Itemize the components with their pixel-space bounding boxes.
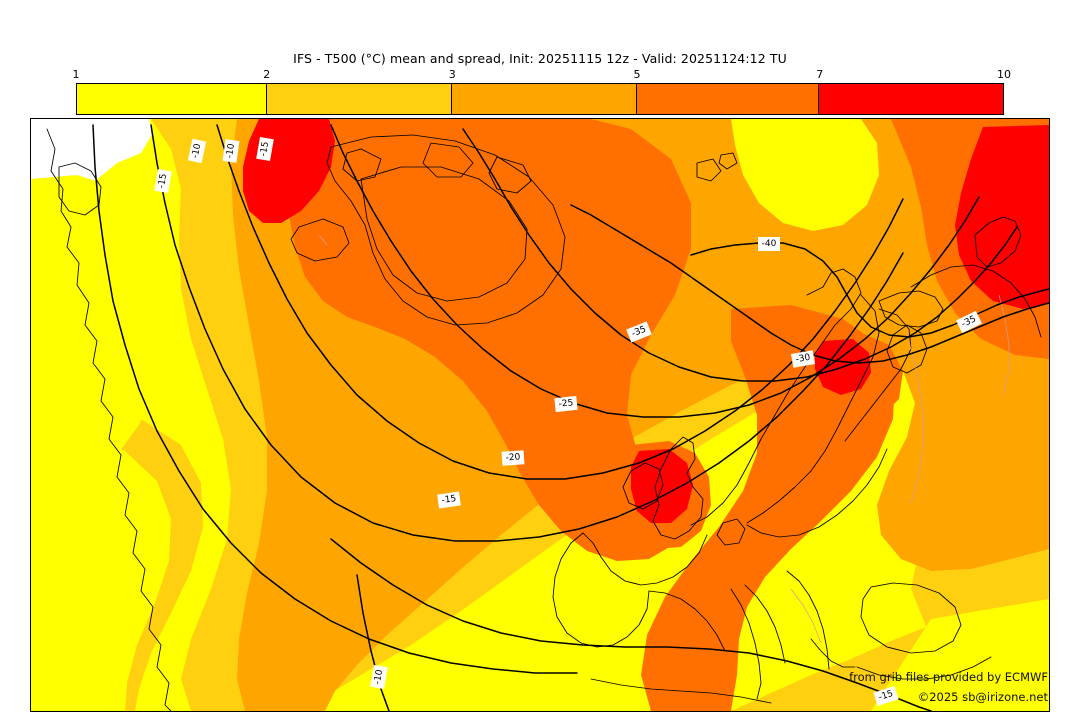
contour-label--35-east: -35 xyxy=(956,310,982,334)
colorbar-bands xyxy=(76,83,1004,115)
coast-franz-josef xyxy=(718,152,738,170)
colorbar-tick-labels: 1 2 3 5 7 10 xyxy=(72,68,1012,84)
colorbar-band-5-7 xyxy=(636,84,820,114)
contour-label--10-north-b: -10 xyxy=(222,139,240,163)
coast-black-sea xyxy=(860,582,962,654)
contour-label--15-southeast: -15 xyxy=(873,685,899,707)
coast-greenland-inner xyxy=(360,166,528,302)
coast-north-africa xyxy=(590,678,772,704)
contour-layer xyxy=(92,124,1049,711)
colorbar-tick-3: 5 xyxy=(633,68,641,81)
coast-great-britain xyxy=(652,436,704,540)
credit-source: from grib files provided by ECMWF xyxy=(849,670,1048,684)
contour--20 xyxy=(216,124,904,480)
shade-band-1-2-northwest xyxy=(31,175,177,479)
coast-white-sea xyxy=(886,324,928,374)
svg-text:-25: -25 xyxy=(558,398,574,409)
coast-arctic-isles xyxy=(488,156,532,194)
contour-label--15-north-a: -15 xyxy=(154,168,172,194)
coast-novaya-zemlya xyxy=(974,216,1022,268)
coast-greece xyxy=(810,638,856,668)
border-russia-scandinavia xyxy=(906,332,924,504)
coast-france-med xyxy=(648,590,726,652)
contour-label--15-central: -15 xyxy=(437,491,461,509)
contour--30 xyxy=(462,128,1018,382)
svg-text:-15: -15 xyxy=(157,173,169,189)
contour-label--20: -20 xyxy=(501,450,525,466)
colorbar-tick-5: 10 xyxy=(997,68,1011,81)
coast-russia-north xyxy=(910,264,1042,338)
colorbar-tick-4: 7 xyxy=(816,68,824,81)
coast-balkans xyxy=(786,570,830,670)
svg-text:-10: -10 xyxy=(225,143,237,159)
svg-text:-15: -15 xyxy=(877,689,894,703)
coast-canada xyxy=(46,128,172,711)
colorbar-band-7-10 xyxy=(819,84,1003,114)
coast-iceland xyxy=(290,218,350,262)
coast-svalbard xyxy=(696,158,722,182)
coast-ellesmere xyxy=(422,142,474,178)
contour-label--10-south: -10 xyxy=(370,664,388,690)
coast-adriatic xyxy=(744,584,786,664)
coast-turkey xyxy=(856,656,992,680)
svg-text:-15: -15 xyxy=(441,494,457,506)
svg-text:-15: -15 xyxy=(259,141,271,157)
spread-colorbar xyxy=(76,83,1004,115)
coast-iberia xyxy=(552,532,650,648)
shade-band-1-2-southeast xyxy=(871,599,1049,711)
contour-label--25: -25 xyxy=(554,395,578,413)
svg-text:-10: -10 xyxy=(191,143,204,160)
coast-sweden-baltic xyxy=(746,294,880,524)
coast-baltic-sea xyxy=(746,448,888,538)
shade-band-1-2-iberia xyxy=(31,437,171,711)
colorbar-band-1-2 xyxy=(77,84,268,114)
coast-denmark xyxy=(716,518,746,546)
svg-text:-30: -30 xyxy=(795,353,811,365)
spread-shading-layer xyxy=(31,119,1049,711)
contour-label--10-north-a: -10 xyxy=(187,138,207,164)
page-title: IFS - T500 (°C) mean and spread, Init: 2… xyxy=(293,51,787,66)
shade-band-5-7-greenland xyxy=(261,119,691,561)
credit-copyright: ©2025 sb@irizone.net xyxy=(917,690,1048,704)
contour--10b xyxy=(356,574,390,711)
contour--25 xyxy=(330,124,980,418)
contour-label-layer: -40 -35 -35 -30 -25 xyxy=(154,136,982,707)
forecast-map[interactable]: -40 -35 -35 -30 -25 xyxy=(30,118,1050,712)
border-iceland xyxy=(318,234,328,246)
contour-label--30: -30 xyxy=(790,350,816,368)
coast-italy xyxy=(730,588,762,700)
colorbar-tick-2: 3 xyxy=(448,68,456,81)
svg-text:-40: -40 xyxy=(762,239,777,249)
contour-label--15-north-b: -15 xyxy=(256,136,274,162)
border-se-europe xyxy=(790,588,822,644)
colorbar-tick-1: 2 xyxy=(263,68,271,81)
political-border-layer xyxy=(318,234,1010,644)
map-canvas: -40 -35 -35 -30 -25 xyxy=(31,119,1049,711)
contour-label--35-central: -35 xyxy=(626,321,652,343)
shade-band-1-2-russia xyxy=(735,123,837,199)
colorbar-band-3-5 xyxy=(452,84,637,114)
contour--15 xyxy=(150,124,904,542)
svg-text:-10: -10 xyxy=(373,669,385,685)
border-novaya-zemlya xyxy=(998,294,1010,396)
contour--15b xyxy=(330,538,932,711)
coast-western-europe xyxy=(582,532,708,586)
colorbar-band-2-3 xyxy=(267,84,453,114)
coast-ireland xyxy=(622,462,664,510)
coast-finland xyxy=(844,308,912,442)
contour-label--40: -40 xyxy=(758,237,780,251)
contour--35 xyxy=(570,204,1049,364)
colorbar-tick-0: 1 xyxy=(72,68,80,81)
svg-text:-20: -20 xyxy=(505,452,521,463)
contour--10 xyxy=(92,124,578,674)
